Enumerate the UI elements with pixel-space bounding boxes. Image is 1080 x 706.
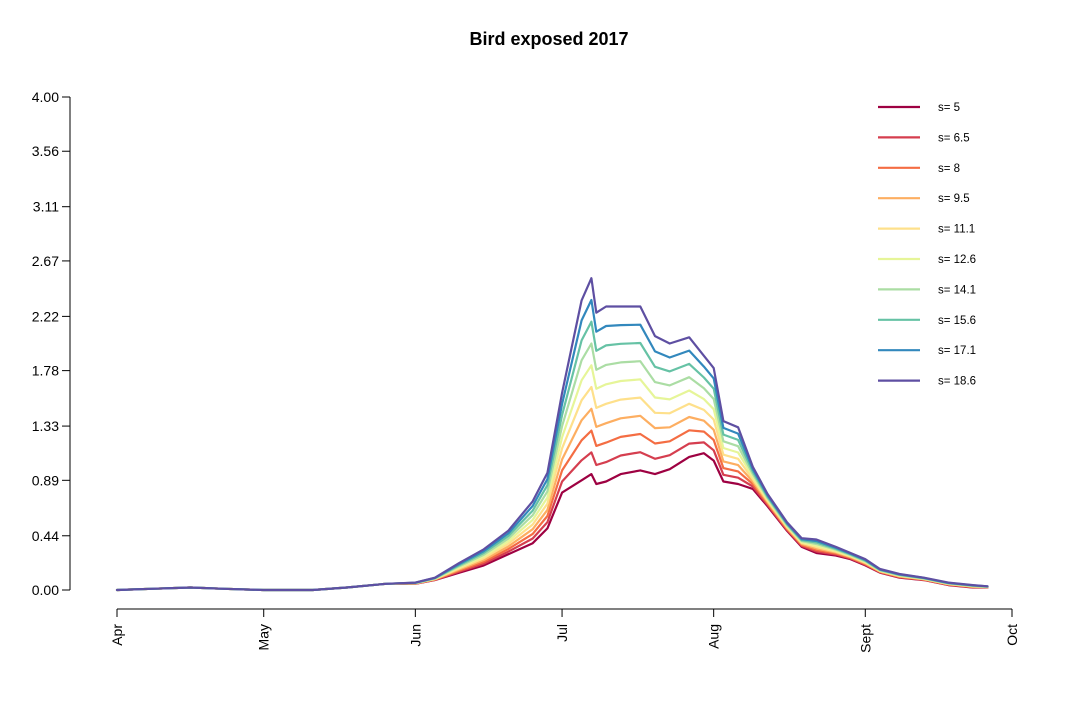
y-tick-label: 0.00 [32, 582, 59, 598]
y-axis: 0.00 0.44 0.89 1.33 1.78 2.22 2.67 3.11 3.56 4.00 [32, 89, 71, 598]
x-tick-label: Sept [857, 624, 873, 653]
legend-label: s= 15.6 [938, 315, 976, 327]
legend-label: s= 17.1 [938, 345, 976, 357]
legend-label: s= 5 [938, 102, 960, 114]
x-tick-label: Apr [109, 624, 125, 646]
y-tick-label: 0.89 [32, 472, 59, 488]
legend: s= 5 s= 6.5 s= 8 s= 9.5 s= 11.1 s= 12.6 s= 14.… [878, 102, 976, 388]
y-tick-label: 2.67 [32, 253, 59, 269]
legend-label: s= 11.1 [938, 224, 975, 236]
legend-label: s= 14.1 [938, 284, 976, 296]
series-lines [115, 277, 989, 592]
y-tick-label: 0.44 [32, 528, 59, 544]
legend-label: s= 18.6 [938, 376, 976, 388]
y-tick-label: 1.78 [32, 363, 59, 379]
legend-label: s= 9.5 [938, 193, 970, 205]
y-tick-label: 1.33 [32, 418, 59, 434]
y-tick-label: 3.56 [32, 143, 59, 159]
legend-label: s= 6.5 [938, 132, 970, 144]
chart-title: Bird exposed 2017 [469, 29, 628, 49]
y-tick-label: 2.22 [32, 308, 59, 324]
x-axis: Apr May Jun Jul Aug Sept Oct [109, 608, 1020, 653]
y-tick-label: 3.11 [33, 199, 59, 215]
x-tick-label: Jun [407, 624, 423, 647]
x-tick-label: Oct [1004, 624, 1020, 646]
series-line-10 [115, 277, 989, 592]
y-tick-label: 4.00 [32, 89, 59, 105]
legend-label: s= 8 [938, 163, 960, 175]
legend-label: s= 12.6 [938, 254, 976, 266]
x-tick-label: Jul [554, 624, 570, 642]
x-tick-label: Aug [706, 624, 722, 649]
x-tick-label: May [256, 624, 272, 650]
